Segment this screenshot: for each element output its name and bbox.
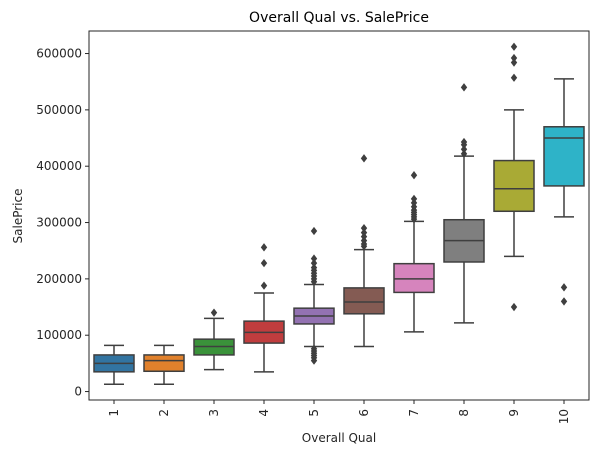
flier-5-12 (310, 258, 318, 268)
y-tick-label-3: 300000 (36, 216, 82, 230)
box-7 (393, 262, 435, 294)
y-axis-title: SalePrice (11, 189, 25, 244)
y-tick-label-4: 400000 (36, 159, 82, 173)
flier-9-4 (510, 42, 518, 51)
flier-6-5 (360, 224, 368, 233)
box-group-8 (443, 83, 485, 324)
box-6 (343, 287, 385, 315)
y-tick-label-0: 0 (74, 385, 82, 399)
x-tick-label-3: 3 (207, 409, 221, 417)
flier-5-11 (310, 263, 318, 272)
y-tick-label-1: 100000 (36, 328, 82, 342)
flier-9-1 (510, 73, 518, 82)
flier-4-0 (260, 281, 268, 290)
flier-6-6 (360, 154, 368, 163)
x-tick-label-2: 2 (157, 409, 171, 417)
x-tick-label-4: 4 (257, 409, 271, 417)
box-10 (543, 126, 585, 187)
flier-10-0 (560, 297, 568, 306)
flier-5-13 (310, 254, 318, 263)
flier-8-1 (460, 145, 468, 154)
flier-10-1 (560, 283, 568, 292)
box-group-7 (393, 171, 435, 333)
x-tick-label-10: 10 (557, 409, 571, 424)
flier-9-2 (510, 58, 518, 67)
flier-9-0 (510, 302, 518, 312)
box-group-2 (143, 344, 185, 385)
plot-area (93, 42, 585, 385)
chart-title: Overall Qual vs. SalePrice (249, 10, 429, 26)
box-group-1 (93, 344, 135, 385)
box-group-3 (193, 308, 235, 371)
plot-frame (88, 30, 590, 401)
flier-5-14 (310, 226, 318, 236)
flier-7-8 (410, 171, 418, 180)
flier-8-4 (460, 83, 468, 92)
x-tick-label-6: 6 (357, 409, 371, 417)
flier-7-7 (410, 194, 418, 204)
x-tick-label-7: 7 (407, 409, 421, 417)
flier-8-3 (460, 137, 468, 147)
flier-4-1 (260, 258, 268, 268)
x-tick-label-5: 5 (307, 409, 321, 417)
flier-9-3 (510, 53, 518, 63)
flier-6-4 (360, 228, 368, 237)
box-group-9 (493, 42, 535, 312)
x-tick-label-9: 9 (507, 409, 521, 417)
x-axis-title: Overall Qual (302, 431, 376, 445)
y-tick-label-2: 200000 (36, 272, 82, 286)
box-group-6 (343, 154, 385, 348)
box-group-10 (543, 78, 585, 306)
y-tick-label-6: 600000 (36, 47, 82, 61)
x-axis: 1 2 3 4 5 6 7 8 9 10 (107, 400, 571, 424)
box-2 (143, 354, 185, 373)
box-group-5 (293, 226, 335, 365)
x-tick-label-1: 1 (107, 409, 121, 417)
y-tick-label-5: 500000 (36, 103, 82, 117)
flier-8-0 (460, 149, 468, 158)
flier-4-2 (260, 243, 268, 252)
box-group-4 (243, 243, 285, 373)
flier-5-5 (310, 344, 318, 353)
flier-3-0 (210, 308, 218, 317)
y-axis: 0 100000 200000 300000 400000 500000 600000 (36, 47, 89, 399)
box-9 (493, 159, 535, 213)
x-tick-label-8: 8 (457, 409, 471, 417)
